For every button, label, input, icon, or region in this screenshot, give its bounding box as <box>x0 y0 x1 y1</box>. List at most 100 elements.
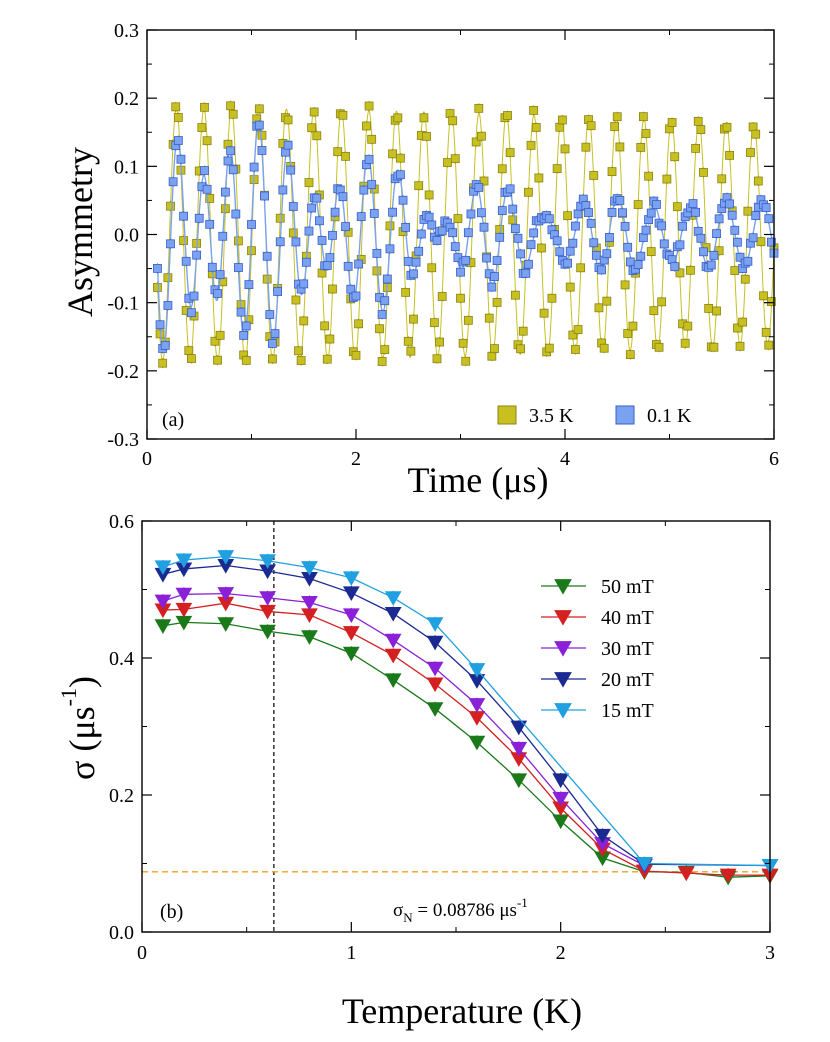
panel-b-point <box>342 646 360 662</box>
panel-b-point <box>154 594 172 610</box>
panel-a-point <box>338 192 348 202</box>
panel-a-point <box>304 178 314 187</box>
panel-a-point <box>531 123 541 132</box>
panel-a-point <box>508 204 518 214</box>
panel-a-point <box>696 233 706 243</box>
panel-a-point <box>158 358 168 368</box>
panel-b-series-40-mt <box>154 596 779 884</box>
panel-a-point <box>168 177 178 187</box>
panel-b-series-line <box>162 564 771 867</box>
panel-a-point <box>364 101 374 111</box>
panel-a-point <box>568 238 578 248</box>
panel-b-point <box>552 791 570 807</box>
panel-a-point <box>761 203 771 213</box>
panel-a-point <box>513 233 523 243</box>
panel-a-point <box>733 237 742 247</box>
panel-a-point <box>380 345 390 355</box>
panel-b-point <box>426 661 444 677</box>
panel-a-point <box>490 272 499 282</box>
panel-a-point <box>490 344 499 354</box>
panel-a-point <box>267 339 277 348</box>
panel-a-point <box>171 102 181 112</box>
panel-a-point <box>649 306 659 316</box>
panel-a-point <box>236 307 246 317</box>
panel-a-point <box>260 191 269 201</box>
panel-a-point <box>453 214 463 224</box>
panel-b-point <box>384 591 402 606</box>
panel-a-point <box>288 202 298 211</box>
panel-a-point <box>301 257 311 267</box>
panel-a-point <box>184 346 194 356</box>
panel-a-data <box>153 100 779 369</box>
panel-a-point <box>474 183 484 192</box>
panel-a-point <box>330 207 340 217</box>
panel-a-point <box>202 184 212 194</box>
panel-a-point <box>437 226 447 236</box>
panel-a-point <box>547 293 557 303</box>
panel-a-point <box>678 221 687 231</box>
panel-a-point <box>704 303 714 313</box>
panel-a-point <box>751 211 761 220</box>
panel-a-y-tick-label: 0.3 <box>114 20 139 42</box>
panel-a-point <box>396 153 405 163</box>
panel-a-point <box>192 250 202 260</box>
panel-a-point <box>492 298 502 307</box>
panel-b-point <box>594 828 611 844</box>
panel-a-point <box>563 258 573 268</box>
panel-a-point <box>403 256 413 266</box>
panel-a-point <box>623 329 633 338</box>
panel-a-point <box>304 226 314 236</box>
panel-a-point <box>228 109 238 119</box>
panel-a-point <box>315 216 324 226</box>
panel-a-point <box>571 345 580 354</box>
panel-a-point <box>218 231 228 241</box>
panel-a-ticks: 0 2 4 6 -0.3 -0.2 -0.1 0.0 0.1 0.2 0.3 <box>107 20 779 470</box>
panel-a-point <box>605 233 614 242</box>
panel-a-point <box>411 257 421 267</box>
panel-a-point <box>471 137 481 147</box>
panel-a-point <box>270 329 280 338</box>
panel-b-point <box>259 591 276 606</box>
panel-a-point <box>160 341 170 350</box>
panel-b-point <box>342 626 360 641</box>
panel-a-point <box>286 165 296 175</box>
panel-b-point <box>154 619 172 634</box>
panel-a-x-tick-label: 6 <box>769 448 779 470</box>
panel-a-point <box>179 211 188 221</box>
panel-b-reference-lines <box>142 521 770 932</box>
panel-a-point <box>659 239 669 249</box>
panel-b-point <box>384 606 402 622</box>
panel-a-point <box>328 284 337 294</box>
panel-a-point <box>458 338 468 348</box>
panel-a-point <box>516 249 525 259</box>
panel-a-point <box>638 112 648 122</box>
panel-a-point <box>725 199 734 209</box>
panel-a-point <box>733 323 742 333</box>
panel-b-data <box>154 549 779 886</box>
panel-b-series-30-mt <box>154 586 653 874</box>
panel-a-point <box>740 274 750 284</box>
panel-a-legend-label: 0.1 K <box>647 405 692 427</box>
panel-a-point <box>362 121 371 131</box>
panel-a-point <box>584 208 593 217</box>
panel-b-series-line <box>162 592 645 867</box>
panel-a-point <box>414 246 424 256</box>
panel-a-point <box>633 260 643 270</box>
panel-a-point <box>563 211 573 221</box>
panel-a-x-axis-label: Time (μs) <box>408 460 549 500</box>
panel-b-legend-marker <box>554 641 572 657</box>
panel-a-point <box>247 246 256 256</box>
panel-a-point <box>427 220 437 230</box>
panel-a-point <box>372 249 382 258</box>
panel-b-y-tick-label: 0.0 <box>109 922 134 944</box>
panel-a-point <box>380 296 390 306</box>
panel-a-point <box>226 101 236 111</box>
panel-a-point <box>463 228 473 238</box>
panel-a-point <box>401 222 411 232</box>
panel-a-point <box>484 313 494 323</box>
panel-a-point <box>761 327 771 337</box>
panel-a-x-tick-label: 4 <box>560 448 570 470</box>
panel-b-ticks: 0 1 2 3 0.0 0.2 0.4 0.6 <box>109 511 775 964</box>
panel-a-point <box>155 320 165 330</box>
